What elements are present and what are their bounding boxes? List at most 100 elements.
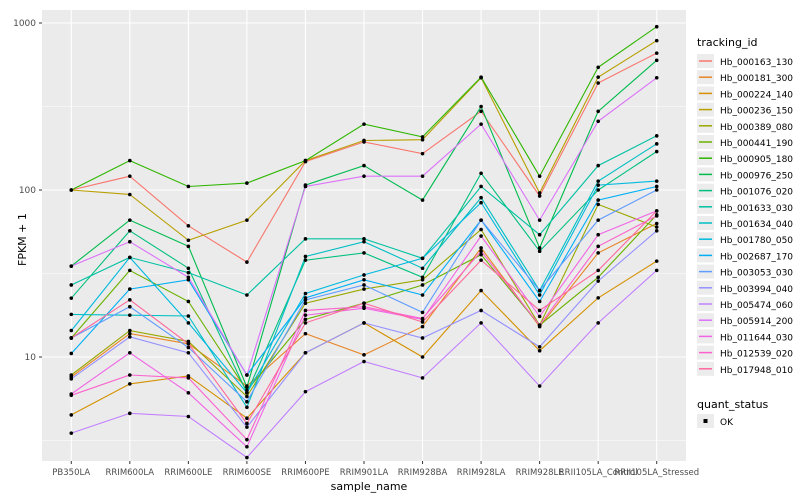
data-point bbox=[303, 301, 308, 305]
data-point bbox=[537, 218, 542, 222]
data-point bbox=[479, 200, 483, 205]
data-point bbox=[362, 163, 366, 168]
data-point bbox=[596, 244, 600, 249]
data-point bbox=[596, 119, 600, 124]
data-point bbox=[654, 142, 659, 146]
data-point bbox=[479, 122, 483, 126]
data-point bbox=[245, 421, 249, 426]
data-point bbox=[303, 308, 308, 313]
data-point bbox=[479, 321, 483, 325]
data-point bbox=[69, 336, 74, 340]
data-point bbox=[362, 304, 366, 309]
data-point bbox=[245, 218, 249, 222]
data-point bbox=[537, 308, 542, 313]
data-point bbox=[69, 296, 74, 300]
legend-label-Hb_001634_040: Hb_001634_040 bbox=[720, 220, 793, 230]
data-point bbox=[128, 255, 132, 260]
data-point bbox=[537, 288, 542, 293]
data-point bbox=[245, 444, 249, 449]
data-point bbox=[420, 135, 425, 139]
data-point bbox=[362, 239, 366, 244]
data-point bbox=[479, 75, 483, 79]
data-point bbox=[537, 191, 542, 195]
x-tick-label: RRII105LA_Stressed bbox=[614, 468, 699, 478]
data-point bbox=[537, 249, 542, 254]
x-tick-label: RRIM600SE bbox=[223, 468, 272, 478]
quant-point-marker bbox=[703, 419, 708, 423]
data-point bbox=[420, 355, 425, 359]
data-point bbox=[420, 256, 425, 261]
data-point bbox=[654, 214, 659, 218]
legend-label-Hb_001076_020: Hb_001076_020 bbox=[720, 188, 793, 198]
data-point bbox=[420, 376, 425, 380]
data-point bbox=[596, 109, 600, 114]
data-point bbox=[303, 158, 308, 163]
x-tick-label: RRIM928LA bbox=[457, 468, 506, 478]
data-point bbox=[128, 304, 132, 309]
data-point bbox=[654, 221, 659, 226]
data-point bbox=[69, 377, 74, 381]
data-point bbox=[245, 416, 249, 421]
data-point bbox=[303, 313, 308, 317]
data-point bbox=[654, 259, 659, 263]
data-point bbox=[362, 237, 366, 241]
data-point bbox=[654, 58, 659, 63]
data-point bbox=[479, 227, 483, 232]
data-point bbox=[420, 324, 425, 329]
data-point bbox=[596, 65, 600, 70]
legend-label-Hb_003053_030: Hb_003053_030 bbox=[720, 269, 793, 279]
data-point bbox=[420, 310, 425, 315]
legend-label-Hb_001780_050: Hb_001780_050 bbox=[720, 236, 793, 246]
data-point bbox=[245, 373, 249, 377]
data-point bbox=[362, 251, 366, 255]
data-point bbox=[303, 254, 308, 259]
data-point bbox=[186, 224, 191, 228]
data-point bbox=[128, 158, 132, 163]
data-point bbox=[596, 218, 600, 222]
data-point bbox=[362, 301, 366, 305]
data-point bbox=[245, 391, 249, 395]
data-point bbox=[362, 273, 366, 277]
data-point bbox=[596, 198, 600, 202]
data-point bbox=[596, 75, 600, 79]
legend-label-Hb_005474_060: Hb_005474_060 bbox=[720, 301, 793, 311]
x-tick-label: RRIM600LA bbox=[106, 468, 155, 478]
data-point bbox=[596, 163, 600, 168]
data-point bbox=[303, 291, 308, 296]
data-point bbox=[186, 270, 191, 275]
data-point bbox=[537, 348, 542, 353]
x-tick-label: RRIM600PE bbox=[281, 468, 329, 478]
data-point bbox=[362, 283, 366, 287]
data-point bbox=[479, 234, 483, 238]
data-point bbox=[654, 179, 659, 183]
data-point bbox=[420, 266, 425, 271]
data-point bbox=[479, 109, 483, 114]
data-point bbox=[303, 331, 308, 336]
data-point bbox=[479, 249, 483, 254]
data-point bbox=[128, 192, 132, 197]
data-point bbox=[362, 138, 366, 143]
data-point bbox=[245, 293, 249, 297]
data-point bbox=[596, 81, 600, 85]
y-tick-label: 1000 bbox=[13, 19, 36, 29]
data-point bbox=[186, 391, 191, 395]
data-point bbox=[69, 328, 74, 333]
legend-label-Hb_005914_200: Hb_005914_200 bbox=[720, 317, 793, 327]
data-point bbox=[69, 283, 74, 287]
data-point bbox=[479, 252, 483, 257]
data-point bbox=[479, 184, 483, 189]
data-point bbox=[69, 393, 74, 398]
legend-label-Hb_002687_170: Hb_002687_170 bbox=[720, 252, 793, 262]
data-point bbox=[245, 385, 249, 389]
data-point bbox=[69, 413, 74, 417]
data-point bbox=[479, 246, 483, 250]
data-point bbox=[596, 275, 600, 280]
x-tick-label: RRIM901LA bbox=[340, 468, 389, 478]
data-point bbox=[420, 198, 425, 202]
data-point bbox=[186, 266, 191, 271]
data-point bbox=[596, 251, 600, 255]
x-tick-label: RRII105LA_Control bbox=[559, 468, 638, 478]
data-point bbox=[186, 238, 191, 243]
data-point bbox=[479, 195, 483, 200]
